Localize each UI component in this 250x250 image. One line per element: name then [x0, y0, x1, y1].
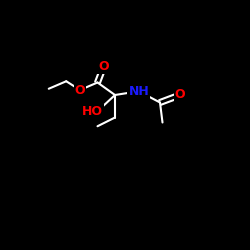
Text: O: O	[175, 88, 185, 102]
Text: O: O	[98, 60, 109, 73]
Text: NH: NH	[128, 85, 149, 98]
Text: O: O	[75, 84, 85, 96]
Text: HO: HO	[82, 105, 103, 118]
